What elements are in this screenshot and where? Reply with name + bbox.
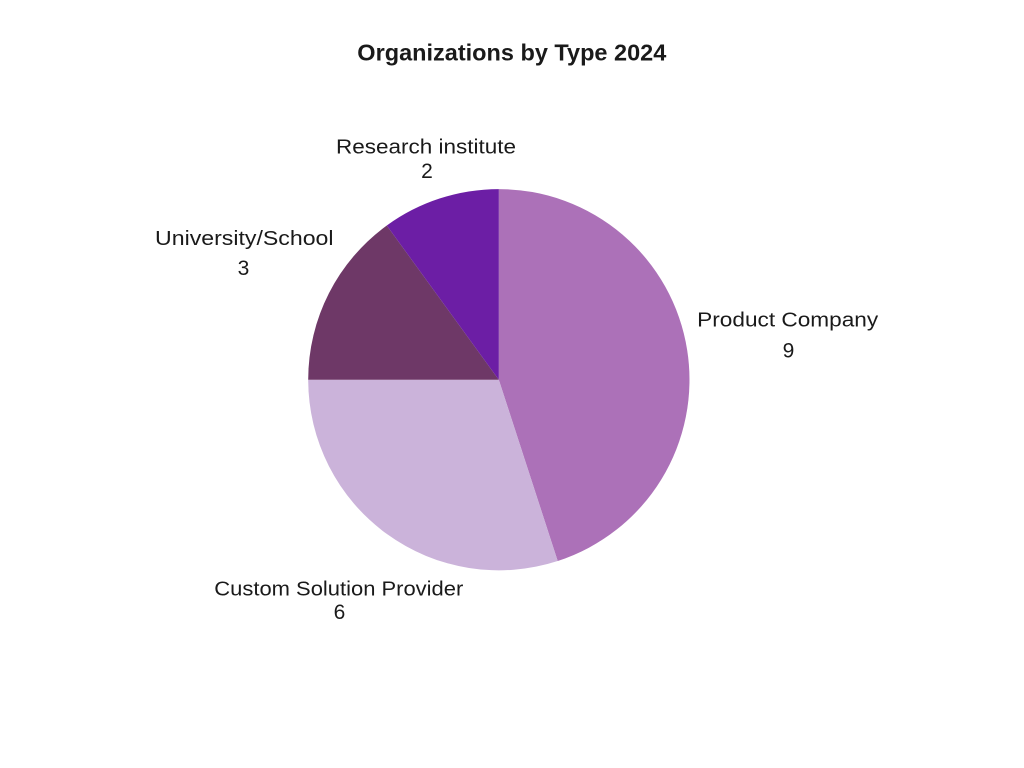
svg-text:Product Company: Product Company	[697, 309, 878, 331]
svg-text:University/School: University/School	[155, 228, 334, 250]
svg-text:Research institute: Research institute	[336, 137, 516, 159]
svg-text:2: 2	[421, 160, 433, 183]
svg-text:9: 9	[783, 339, 795, 362]
svg-text:3: 3	[238, 257, 250, 280]
svg-text:Organizations by Type 2024: Organizations by Type 2024	[357, 40, 666, 66]
svg-text:6: 6	[334, 601, 346, 624]
svg-text:Custom Solution Provider: Custom Solution Provider	[214, 578, 463, 600]
